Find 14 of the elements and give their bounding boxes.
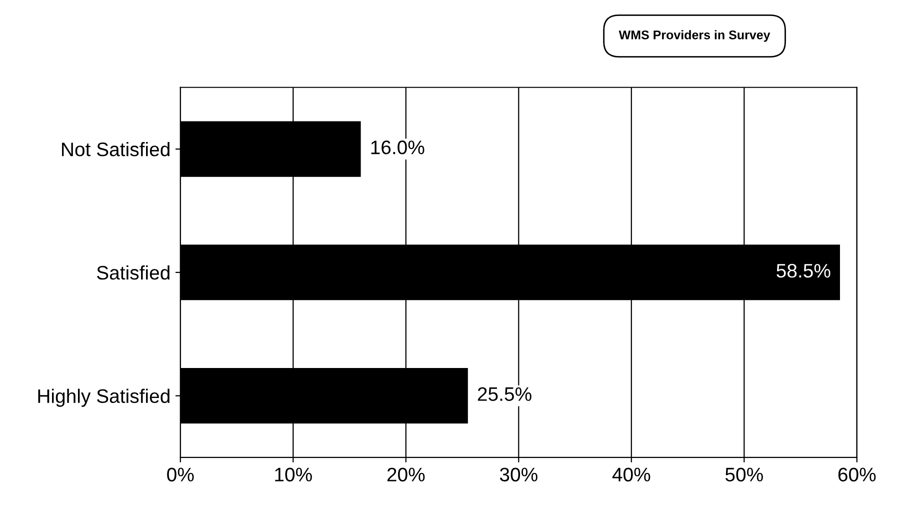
y-tick-label: Satisfied bbox=[96, 265, 170, 280]
x-tick-label: 40% bbox=[612, 468, 650, 482]
x-tick-label: 60% bbox=[838, 468, 876, 482]
data-label: 16.0% bbox=[371, 140, 424, 154]
y-tick-label: Highly Satisfied bbox=[38, 388, 170, 407]
text: WMS Providers in Survey bbox=[618, 30, 770, 42]
x-tick-label: 50% bbox=[725, 468, 763, 482]
x-tick-label: 20% bbox=[387, 468, 425, 482]
y-tick-label: Not Satisfied bbox=[62, 142, 170, 156]
x-tick-label: 30% bbox=[500, 468, 538, 482]
data-label: 58.5% bbox=[776, 264, 830, 278]
data-label: 25.5% bbox=[478, 387, 532, 401]
x-tick-label: 0% bbox=[167, 468, 194, 482]
x-tick-label: 10% bbox=[275, 468, 312, 482]
